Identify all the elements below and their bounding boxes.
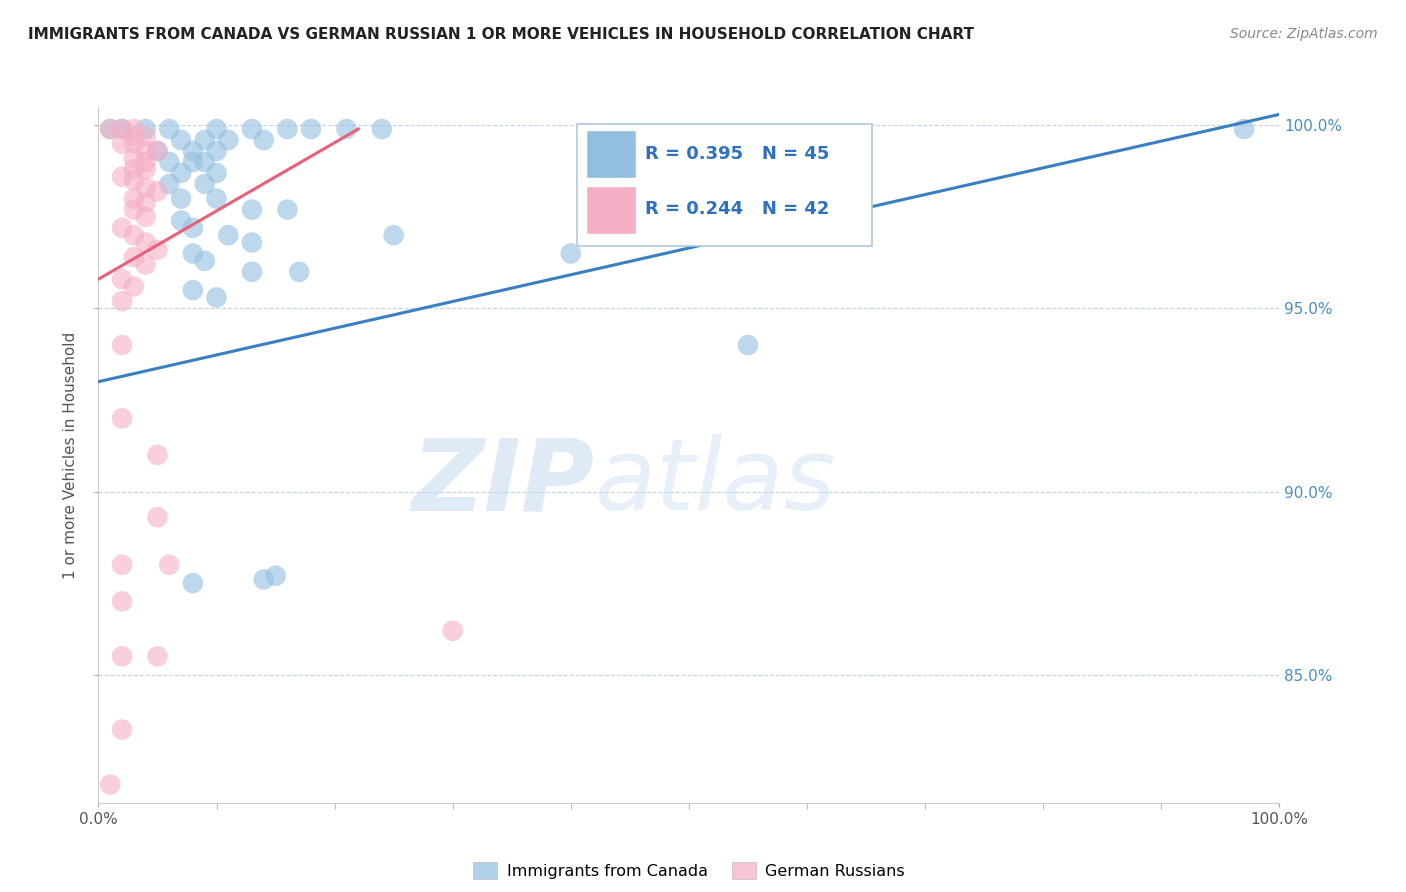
Point [181,283,204,297]
Text: R = 0.395   N = 45: R = 0.395 N = 45 [645,145,830,162]
Point [111,649,134,664]
Point [146,144,169,158]
Point [146,649,169,664]
Point [253,133,276,147]
Point [181,144,204,158]
Point [276,122,298,136]
Text: atlas: atlas [595,434,837,532]
Point [122,228,145,243]
Point [253,573,276,587]
Point [122,250,145,264]
Point [122,192,145,206]
Point [382,228,405,243]
Point [111,272,134,286]
Point [205,192,228,206]
Point [111,294,134,309]
Text: R = 0.244   N = 42: R = 0.244 N = 42 [645,201,830,219]
Point [111,723,134,737]
Point [146,144,169,158]
Point [205,290,228,304]
Point [181,220,204,235]
Point [194,177,217,191]
Point [240,122,263,136]
FancyBboxPatch shape [586,186,636,234]
Point [111,122,134,136]
Point [146,510,169,524]
Point [194,133,217,147]
Legend: Immigrants from Canada, German Russians: Immigrants from Canada, German Russians [467,856,911,885]
Point [240,202,263,217]
Point [560,246,582,260]
Text: Source: ZipAtlas.com: Source: ZipAtlas.com [1230,27,1378,41]
Point [146,184,169,198]
Point [170,133,193,147]
Point [737,338,759,352]
Point [194,253,217,268]
Point [135,195,157,210]
Point [181,246,204,260]
Text: ZIP: ZIP [412,434,595,532]
Point [288,265,311,279]
Point [111,169,134,184]
Point [157,122,180,136]
Point [205,122,228,136]
Point [135,155,157,169]
Point [111,220,134,235]
Point [181,576,204,591]
Point [217,228,239,243]
Point [194,155,217,169]
Point [135,129,157,144]
FancyBboxPatch shape [586,130,636,178]
Point [205,144,228,158]
Point [122,122,145,136]
Point [170,192,193,206]
Point [122,173,145,187]
Point [170,166,193,180]
Point [135,258,157,272]
Point [181,155,204,169]
Point [111,594,134,608]
Point [157,558,180,572]
Text: IMMIGRANTS FROM CANADA VS GERMAN RUSSIAN 1 OR MORE VEHICLES IN HOUSEHOLD CORRELA: IMMIGRANTS FROM CANADA VS GERMAN RUSSIAN… [28,27,974,42]
Point [98,122,121,136]
Y-axis label: 1 or more Vehicles in Household: 1 or more Vehicles in Household [63,331,79,579]
Point [276,202,298,217]
Point [122,151,145,165]
Point [157,177,180,191]
Point [240,235,263,250]
Point [98,777,121,791]
Point [335,122,357,136]
Point [371,122,394,136]
Point [122,202,145,217]
Point [111,338,134,352]
Point [122,136,145,151]
Point [135,122,157,136]
Point [135,144,157,158]
Point [98,122,121,136]
Point [135,180,157,194]
Point [135,235,157,250]
Point [111,136,134,151]
Point [111,558,134,572]
Point [122,279,145,293]
Point [135,210,157,224]
Point [205,166,228,180]
Point [217,133,239,147]
Point [146,448,169,462]
Point [157,155,180,169]
Point [111,122,134,136]
Point [146,243,169,257]
Point [441,624,464,638]
Point [1233,122,1256,136]
Point [122,129,145,144]
Point [170,213,193,227]
Point [122,162,145,177]
Point [240,265,263,279]
FancyBboxPatch shape [576,124,872,246]
Point [111,411,134,425]
Point [299,122,322,136]
Point [264,568,287,582]
Point [135,162,157,177]
